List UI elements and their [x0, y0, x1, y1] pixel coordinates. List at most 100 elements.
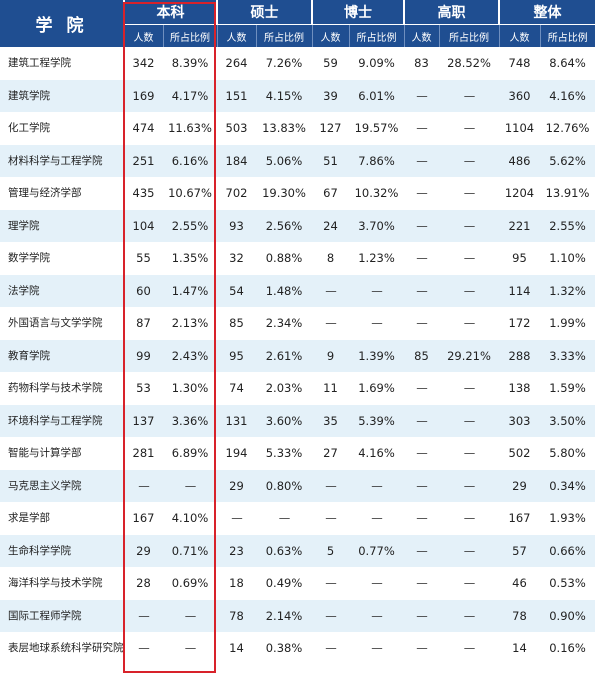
count-cell: 138	[499, 372, 540, 405]
ratio-cell: —	[439, 502, 499, 535]
table-row: 求是学部 167 4.10% — — — — — —167 1.93%	[0, 502, 595, 535]
ratio-cell: —	[349, 469, 404, 502]
count-cell: 303	[499, 404, 540, 437]
count-cell: 24	[312, 209, 349, 242]
ratio-cell: 1.47%	[163, 274, 217, 307]
count-cell: —	[404, 209, 439, 242]
ratio-cell: —	[439, 632, 499, 665]
ratio-cell: 13.83%	[256, 112, 312, 145]
ratio-cell: 4.16%	[349, 437, 404, 470]
count-cell: 55	[124, 242, 163, 275]
college-name: 智能与计算学部	[0, 437, 124, 470]
ratio-cell: —	[256, 502, 312, 535]
group-header-overall: 整体	[498, 0, 595, 25]
table-row: 药物科学与技术学院 53 1.30% 74 2.03% 11 1.69% — —138 1.59%	[0, 372, 595, 405]
count-cell: —	[312, 632, 349, 665]
ratio-cell: —	[439, 79, 499, 112]
group-header-vocational: 高职	[403, 0, 499, 25]
count-cell: —	[124, 599, 163, 632]
count-cell: —	[404, 242, 439, 275]
count-cell: 60	[124, 274, 163, 307]
ratio-cell: 4.15%	[256, 79, 312, 112]
ratio-cell: 1.35%	[163, 242, 217, 275]
college-name: 马克思主义学院	[0, 469, 124, 502]
count-cell: 167	[124, 502, 163, 535]
count-cell: 95	[499, 242, 540, 275]
ratio-cell: 1.10%	[540, 242, 595, 275]
count-cell: 14	[217, 632, 256, 665]
count-cell: 39	[312, 79, 349, 112]
ratio-cell: 6.89%	[163, 437, 217, 470]
count-cell: 14	[499, 632, 540, 665]
ratio-cell: 3.70%	[349, 209, 404, 242]
count-cell: —	[312, 307, 349, 340]
count-cell: —	[404, 534, 439, 567]
count-cell: 54	[217, 274, 256, 307]
group-header-doctor: 博士	[311, 0, 404, 25]
college-header: 学 院	[0, 0, 124, 47]
count-cell: 8	[312, 242, 349, 275]
count-cell: 281	[124, 437, 163, 470]
table-row: 外国语言与文学学院 87 2.13% 85 2.34% — — — —172 1.99%	[0, 307, 595, 340]
count-cell: 342	[124, 47, 163, 80]
count-cell: 11	[312, 372, 349, 405]
ratio-cell: 0.63%	[256, 534, 312, 567]
count-cell: 264	[217, 47, 256, 80]
ratio-cell: 1.30%	[163, 372, 217, 405]
college-name: 教育学院	[0, 339, 124, 372]
count-cell: 27	[312, 437, 349, 470]
count-cell: 702	[217, 177, 256, 210]
college-name: 化工学院	[0, 112, 124, 145]
ratio-cell: —	[439, 534, 499, 567]
count-cell: —	[404, 502, 439, 535]
college-name: 药物科学与技术学院	[0, 372, 124, 405]
count-cell: 9	[312, 339, 349, 372]
table-row: 国际工程师学院 — —78 2.14% — — — —78 0.90%	[0, 599, 595, 632]
ratio-cell: 10.32%	[349, 177, 404, 210]
ratio-cell: —	[349, 307, 404, 340]
ratio-cell: 6.16%	[163, 144, 217, 177]
ratio-cell: —	[163, 632, 217, 665]
college-name: 求是学部	[0, 502, 124, 535]
sub-header-ratio: 所占比例	[539, 24, 595, 47]
college-name: 国际工程师学院	[0, 599, 124, 632]
ratio-cell: 4.17%	[163, 79, 217, 112]
ratio-cell: 2.03%	[256, 372, 312, 405]
count-cell: 748	[499, 47, 540, 80]
count-cell: 87	[124, 307, 163, 340]
group-header-master: 硕士	[216, 0, 312, 25]
ratio-cell: —	[349, 567, 404, 600]
count-cell: 114	[499, 274, 540, 307]
table-body: 建筑工程学院 342 8.39% 264 7.26% 59 9.09% 83 28.52% 748…	[0, 47, 595, 665]
college-name: 海洋科学与技术学院	[0, 567, 124, 600]
count-cell: —	[312, 469, 349, 502]
count-cell: 137	[124, 404, 163, 437]
count-cell: 57	[499, 534, 540, 567]
count-cell: 78	[217, 599, 256, 632]
ratio-cell: 5.62%	[540, 144, 595, 177]
ratio-cell: 1.23%	[349, 242, 404, 275]
ratio-cell: —	[349, 599, 404, 632]
count-cell: 99	[124, 339, 163, 372]
table-row: 数学学院 55 1.35% 32 0.88% 8 1.23% — —95 1.10%	[0, 242, 595, 275]
sub-header-count: 人数	[403, 24, 439, 47]
count-cell: —	[124, 469, 163, 502]
ratio-cell: 1.93%	[540, 502, 595, 535]
ratio-cell: 0.16%	[540, 632, 595, 665]
group-header-undergrad: 本科	[123, 0, 217, 25]
count-cell: 59	[312, 47, 349, 80]
ratio-cell: —	[439, 437, 499, 470]
college-name: 材料科学与工程学院	[0, 144, 124, 177]
ratio-cell: 0.66%	[540, 534, 595, 567]
count-cell: —	[404, 372, 439, 405]
count-cell: —	[312, 567, 349, 600]
ratio-cell: 19.30%	[256, 177, 312, 210]
header-row-groups: 学 院 本科 硕士 博士 高职 整体	[0, 0, 595, 47]
count-cell: 93	[217, 209, 256, 242]
ratio-cell: —	[439, 307, 499, 340]
count-cell: —	[312, 599, 349, 632]
count-cell: 53	[124, 372, 163, 405]
table-row: 化工学院 474 11.63% 503 13.83% 127 19.57% — —1104 12.…	[0, 112, 595, 145]
count-cell: —	[404, 274, 439, 307]
